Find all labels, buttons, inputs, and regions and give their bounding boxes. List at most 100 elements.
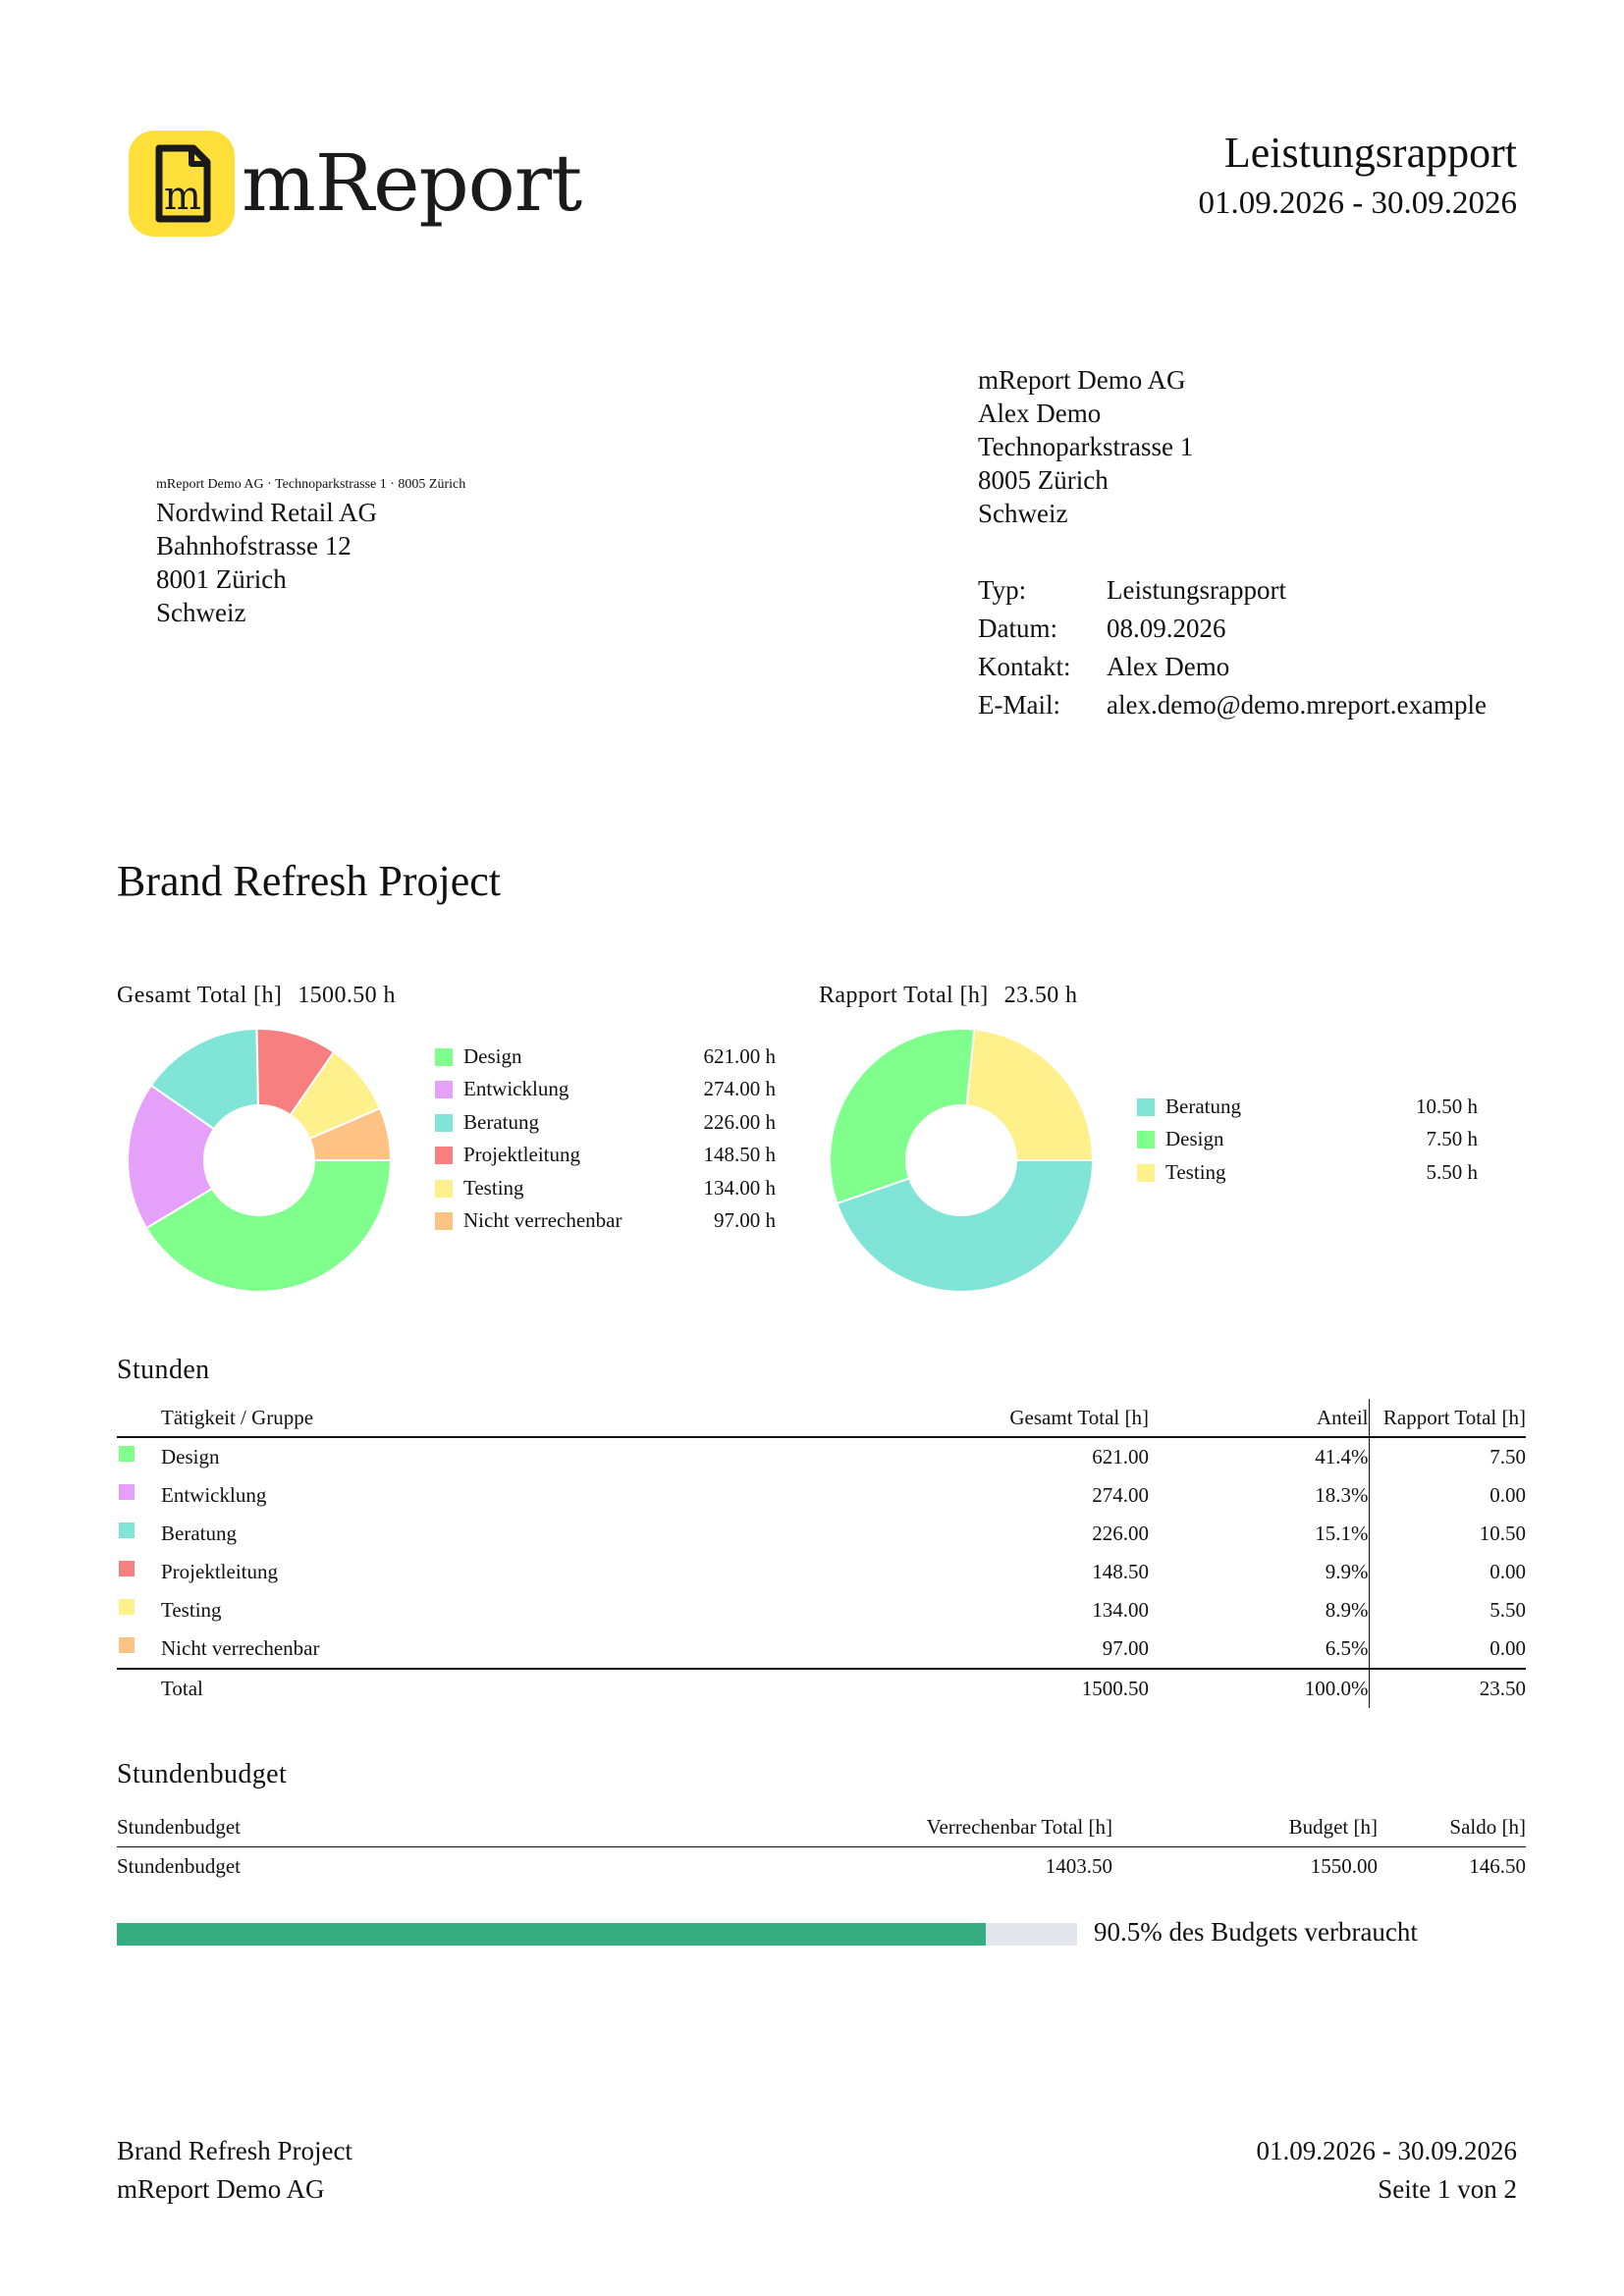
budget-progress-bar bbox=[117, 1923, 1077, 1946]
donut-slice-entwicklung bbox=[127, 1084, 216, 1230]
budget-row-billable: 1403.50 bbox=[1045, 1854, 1112, 1878]
legend-item-beratung: Beratung 10.50 h bbox=[1137, 1091, 1478, 1123]
legend-label: Design bbox=[463, 1044, 522, 1068]
budget-row-balance: 146.50 bbox=[1469, 1854, 1526, 1878]
row-share: 41.4% bbox=[1149, 1437, 1370, 1476]
legend-item-testing: Testing 5.50 h bbox=[1137, 1156, 1478, 1189]
hours-section-title: Stunden bbox=[117, 1355, 210, 1385]
document-period: 01.09.2026 - 30.09.2026 bbox=[1198, 186, 1518, 221]
footer-page-number: Seite 1 von 2 bbox=[1378, 2174, 1517, 2204]
row-label: Testing bbox=[161, 1598, 222, 1622]
meta-contact: Kontakt: Alex Demo bbox=[978, 648, 1487, 686]
budget-row-label: Stundenbudget bbox=[117, 1854, 241, 1878]
budget-row-budget: 1550.00 bbox=[1310, 1854, 1378, 1878]
meta-date: Datum: 08.09.2026 bbox=[978, 610, 1487, 648]
table-row: Projektleitung 148.50 9.9% 0.00 bbox=[117, 1553, 1526, 1591]
meta-value: Leistungsrapport bbox=[1107, 575, 1286, 605]
document-icon: m bbox=[155, 144, 211, 223]
col-activity: Tätigkeit / Gruppe bbox=[161, 1399, 672, 1438]
row-share: 18.3% bbox=[1149, 1476, 1370, 1515]
total-chart-sum: 1500.50 h bbox=[298, 983, 396, 1008]
meta-value: alex.demo@demo.mreport.example bbox=[1107, 690, 1487, 720]
legend-label: Testing bbox=[463, 1175, 524, 1200]
table-row: Nicht verrechenbar 97.00 6.5% 0.00 bbox=[117, 1629, 1526, 1669]
row-share: 15.1% bbox=[1149, 1515, 1370, 1553]
meta-type: Typ: Leistungsrapport bbox=[978, 571, 1487, 610]
row-total: 226.00 bbox=[1092, 1522, 1149, 1545]
donut-slice-testing bbox=[965, 1028, 1095, 1161]
color-swatch bbox=[119, 1561, 135, 1576]
legend-item-design: Design 621.00 h bbox=[435, 1041, 776, 1073]
legend-swatch bbox=[435, 1081, 453, 1099]
recipient-street: Bahnhofstrasse 12 bbox=[156, 531, 352, 561]
row-total: 134.00 bbox=[1092, 1598, 1149, 1622]
col-total: Gesamt Total [h] bbox=[672, 1399, 1149, 1438]
row-total: 621.00 bbox=[1092, 1445, 1149, 1468]
company-name: mReport Demo AG bbox=[978, 365, 1186, 395]
row-label: Beratung bbox=[161, 1522, 237, 1545]
budget-table: Stundenbudget Verrechenbar Total [h] Bud… bbox=[117, 1808, 1526, 1886]
meta-email: E-Mail: alex.demo@demo.mreport.example bbox=[978, 686, 1487, 724]
document-title: Leistungsrapport bbox=[1223, 129, 1517, 177]
rapport-chart-sum: 23.50 h bbox=[1003, 983, 1078, 1008]
total-chart-header: Gesamt Total [h] 1500.50 h bbox=[117, 980, 396, 1011]
legend-item-projektleitung: Projektleitung 148.50 h bbox=[435, 1139, 776, 1171]
donut-slice-design bbox=[829, 1028, 976, 1205]
table-row: Beratung 226.00 15.1% 10.50 bbox=[117, 1515, 1526, 1553]
rapport-chart-legend: Beratung 10.50 h Design 7.50 h Testing 5.50 h bbox=[1137, 1091, 1478, 1189]
meta-value: Alex Demo bbox=[1107, 652, 1230, 681]
row-rapport: 0.00 bbox=[1489, 1636, 1526, 1660]
legend-swatch bbox=[435, 1113, 453, 1132]
legend-swatch bbox=[1137, 1163, 1155, 1182]
legend-label: Projektleitung bbox=[463, 1143, 580, 1167]
col-billable: Verrechenbar Total [h] bbox=[667, 1808, 1112, 1847]
rapport-chart-header: Rapport Total [h] 23.50 h bbox=[819, 980, 1077, 1011]
donut-slice-beratung bbox=[149, 1028, 259, 1131]
donut-slice-design bbox=[144, 1159, 393, 1293]
recipient-country: Schweiz bbox=[156, 598, 246, 627]
legend-swatch bbox=[1137, 1131, 1155, 1149]
meta-key: E-Mail: bbox=[978, 690, 1060, 720]
budget-table-header: Stundenbudget Verrechenbar Total [h] Bud… bbox=[117, 1808, 1526, 1847]
budget-section-title: Stundenbudget bbox=[117, 1759, 288, 1789]
recipient-address: Nordwind Retail AG Bahnhofstrasse 12 800… bbox=[156, 496, 377, 629]
row-share: 9.9% bbox=[1149, 1553, 1370, 1591]
table-row: Design 621.00 41.4% 7.50 bbox=[117, 1437, 1526, 1476]
legend-item-nicht-verrechenbar: Nicht verrechenbar 97.00 h bbox=[435, 1204, 776, 1237]
legend-label: Beratung bbox=[1165, 1095, 1241, 1118]
row-label: Projektleitung bbox=[161, 1560, 278, 1583]
total-rapport: 23.50 bbox=[1369, 1668, 1526, 1708]
col-balance: Saldo [h] bbox=[1378, 1808, 1526, 1847]
table-row: Entwicklung 274.00 18.3% 0.00 bbox=[117, 1476, 1526, 1515]
total-chart-title: Gesamt Total [h] bbox=[117, 983, 283, 1008]
legend-value: 97.00 h bbox=[714, 1208, 776, 1232]
total-hours-donut-chart bbox=[127, 1028, 393, 1293]
row-rapport: 5.50 bbox=[1489, 1598, 1526, 1622]
footer-right: 01.09.2026 - 30.09.2026 Seite 1 von 2 bbox=[1257, 2132, 1518, 2209]
color-swatch bbox=[119, 1446, 135, 1462]
sender-return-line: mReport Demo AG · Technoparkstrasse 1 · … bbox=[156, 477, 466, 492]
legend-value: 226.00 h bbox=[703, 1109, 777, 1134]
legend-item-design: Design 7.50 h bbox=[1137, 1123, 1478, 1155]
footer-project: Brand Refresh Project bbox=[117, 2136, 352, 2165]
col-budget-name: Stundenbudget bbox=[117, 1808, 667, 1847]
legend-swatch bbox=[435, 1212, 453, 1230]
col-rapport: Rapport Total [h] bbox=[1369, 1399, 1526, 1438]
company-city: 8005 Zürich bbox=[978, 465, 1109, 495]
company-person: Alex Demo bbox=[978, 399, 1102, 428]
company-address: mReport Demo AG Alex Demo Technoparkstra… bbox=[978, 363, 1193, 530]
row-rapport: 0.00 bbox=[1489, 1560, 1526, 1583]
legend-label: Design bbox=[1165, 1127, 1224, 1151]
total-share: 100.0% bbox=[1149, 1668, 1370, 1708]
rapport-chart-title: Rapport Total [h] bbox=[819, 983, 989, 1008]
legend-item-beratung: Beratung 226.00 h bbox=[435, 1106, 776, 1139]
color-swatch bbox=[119, 1522, 135, 1538]
meta-key: Typ: bbox=[978, 575, 1027, 605]
logo-letter: m bbox=[164, 174, 201, 219]
legend-value: 134.00 h bbox=[703, 1175, 777, 1200]
meta-key: Kontakt: bbox=[978, 652, 1071, 681]
row-label: Nicht verrechenbar bbox=[161, 1636, 320, 1660]
legend-value: 274.00 h bbox=[703, 1077, 777, 1101]
donut-slice-nicht-verrechenbar bbox=[308, 1106, 393, 1161]
company-country: Schweiz bbox=[978, 499, 1068, 528]
